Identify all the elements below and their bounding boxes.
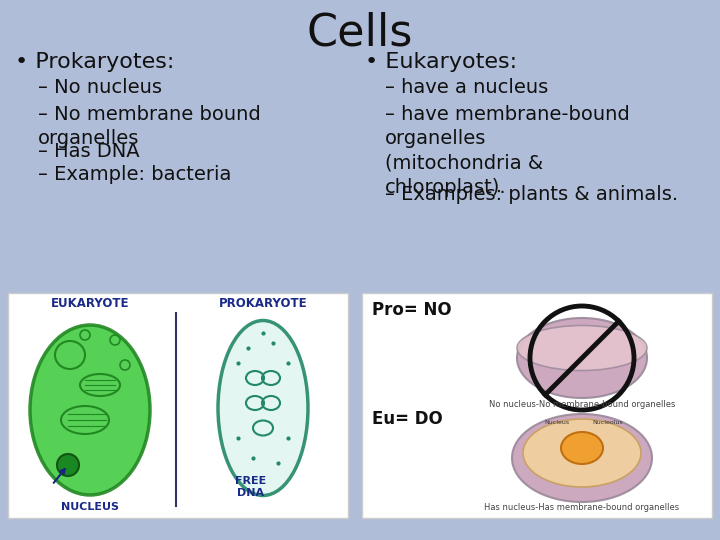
Ellipse shape xyxy=(517,318,647,398)
Ellipse shape xyxy=(57,454,79,476)
Text: FREE
DNA: FREE DNA xyxy=(235,476,266,498)
Text: Cells: Cells xyxy=(307,12,413,55)
Text: Eu= DO: Eu= DO xyxy=(372,410,443,428)
Ellipse shape xyxy=(523,419,641,487)
Ellipse shape xyxy=(517,326,647,370)
Ellipse shape xyxy=(512,414,652,502)
Text: Nucleolus: Nucleolus xyxy=(592,420,623,425)
Text: – Examples: plants & animals.: – Examples: plants & animals. xyxy=(385,185,678,204)
Ellipse shape xyxy=(218,321,308,496)
Text: – Example: bacteria: – Example: bacteria xyxy=(38,165,231,184)
Text: – have membrane-bound
organelles
(mitochondria &
chloroplast).: – have membrane-bound organelles (mitoch… xyxy=(385,105,630,197)
Text: Nucleus: Nucleus xyxy=(544,420,569,425)
Text: NUCLEUS: NUCLEUS xyxy=(61,502,119,512)
Ellipse shape xyxy=(30,325,150,495)
Text: No nucleus-No membrane-bound organelles: No nucleus-No membrane-bound organelles xyxy=(489,400,675,409)
Text: – No membrane bound
organelles: – No membrane bound organelles xyxy=(38,105,261,148)
Text: Has nucleus-Has membrane-bound organelles: Has nucleus-Has membrane-bound organelle… xyxy=(485,503,680,512)
Text: – No nucleus: – No nucleus xyxy=(38,78,162,97)
Text: • Eukaryotes:: • Eukaryotes: xyxy=(365,52,517,72)
Text: – Has DNA: – Has DNA xyxy=(38,142,140,161)
FancyBboxPatch shape xyxy=(8,293,348,518)
Text: – have a nucleus: – have a nucleus xyxy=(385,78,548,97)
Ellipse shape xyxy=(561,432,603,464)
Text: PROKARYOTE: PROKARYOTE xyxy=(219,297,307,310)
FancyBboxPatch shape xyxy=(362,293,712,518)
Text: Pro= NO: Pro= NO xyxy=(372,301,451,319)
Text: • Prokaryotes:: • Prokaryotes: xyxy=(15,52,174,72)
Text: EUKARYOTE: EUKARYOTE xyxy=(50,297,130,310)
